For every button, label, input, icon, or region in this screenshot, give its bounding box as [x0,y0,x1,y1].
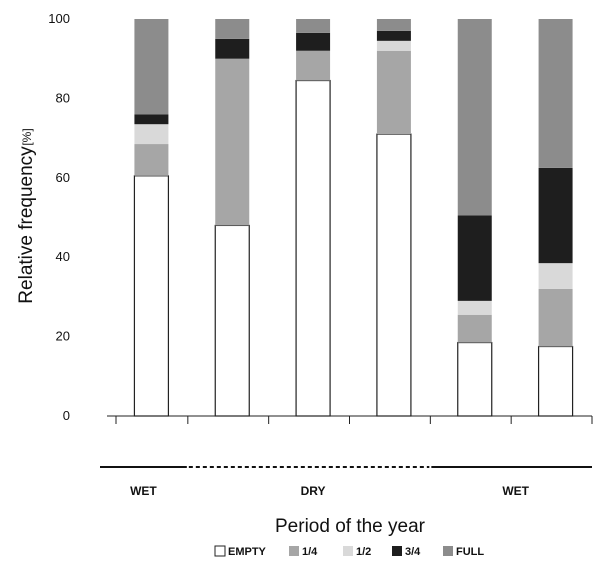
bar-segment-3-4 [376,30,411,41]
legend-swatch [443,546,453,556]
legend-label: 1/2 [356,546,371,558]
period-label: DRY [301,484,326,498]
bar-segment-full [296,19,331,33]
bar-segment-full [538,19,573,168]
bar-segment-full [457,19,492,216]
legend-swatch [392,546,402,556]
bar-segment-empty [537,345,574,417]
bar-segment-full [134,19,169,115]
x-axis [107,415,593,424]
bar-segment-empty [457,341,493,417]
x-axis-title: Period of the year [275,516,426,537]
legend-label: EMPTY [228,546,267,558]
bars [133,19,574,417]
y-tick-label: 0 [63,408,70,423]
y-tick-label: 80 [56,90,70,105]
bar-segment-full [376,19,411,31]
bar-segment-empty [295,79,331,417]
bar-segment-empty [133,175,170,417]
y-tick-label: 60 [56,170,70,185]
bar-segment-1-4 [215,58,250,226]
period-markers: WET DRY WET [100,466,592,498]
bar-segment-3-4 [538,167,573,264]
legend-label: 3/4 [405,546,421,558]
period-label: WET [502,484,529,498]
legend: EMPTY 1/4 1/2 3/4 FULL [214,545,484,558]
bar-segment-full [215,19,250,39]
bar-segment-1-4 [457,314,492,343]
y-axis-unit: [%] [20,128,34,145]
y-axis-title: Relative frequency [16,146,37,304]
bar-segment-3-4 [215,38,250,59]
bar-segment-1-4 [134,144,169,176]
y-tick-label: 100 [48,11,70,26]
bar-segment-empty [376,133,412,417]
legend-label: FULL [456,546,484,558]
bar-segment-3-4 [296,32,331,51]
y-tick-label: 20 [56,329,70,344]
legend-swatch [289,546,299,556]
bar-segment-1-2 [457,300,492,315]
y-tick-label: 40 [56,249,70,264]
y-axis: 0 20 40 60 80 100 [48,11,70,423]
legend-swatch [214,545,226,557]
bar-segment-1-2 [376,40,411,51]
bar-segment-1-4 [538,288,573,347]
bar-segment-1-4 [376,50,411,135]
bar-segment-1-2 [538,263,573,289]
period-label: WET [130,484,157,498]
bar-segment-3-4 [457,215,492,301]
bar-segment-3-4 [134,114,169,125]
legend-label: 1/4 [302,546,318,558]
bar-segment-empty [214,224,250,417]
bar-segment-1-2 [134,124,169,145]
bar-segment-1-4 [296,50,331,81]
legend-swatch [343,546,353,556]
